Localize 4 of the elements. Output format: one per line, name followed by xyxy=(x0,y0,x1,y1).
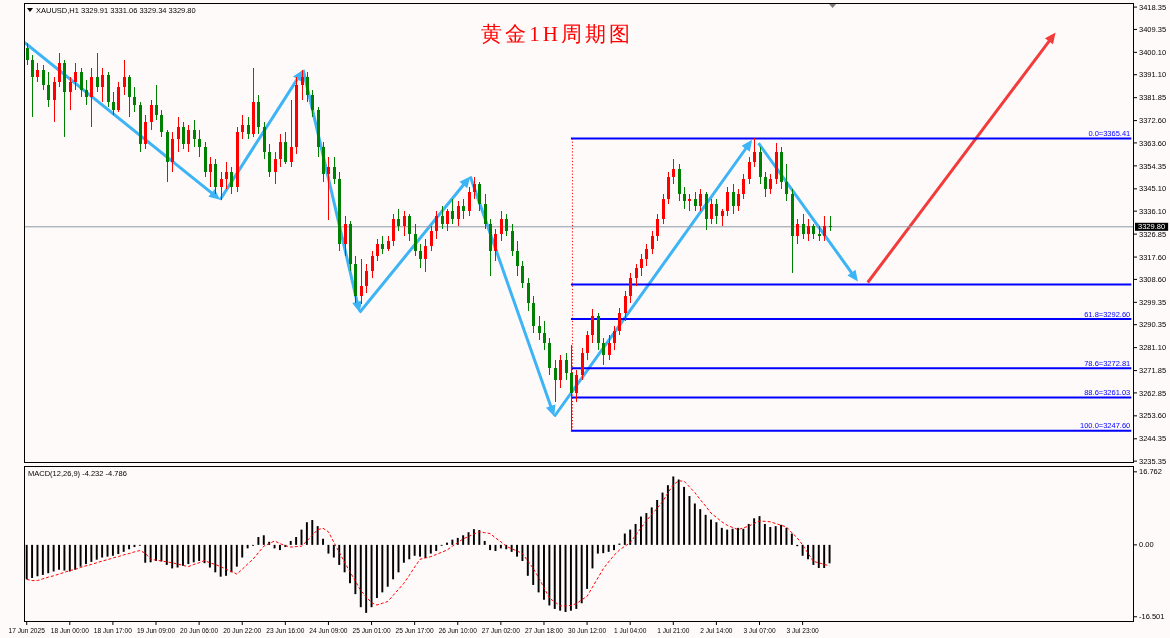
line-series xyxy=(26,480,831,607)
candlestick xyxy=(327,156,330,220)
candlestick xyxy=(829,216,832,232)
text: 黄金1H周期图 xyxy=(481,22,633,46)
